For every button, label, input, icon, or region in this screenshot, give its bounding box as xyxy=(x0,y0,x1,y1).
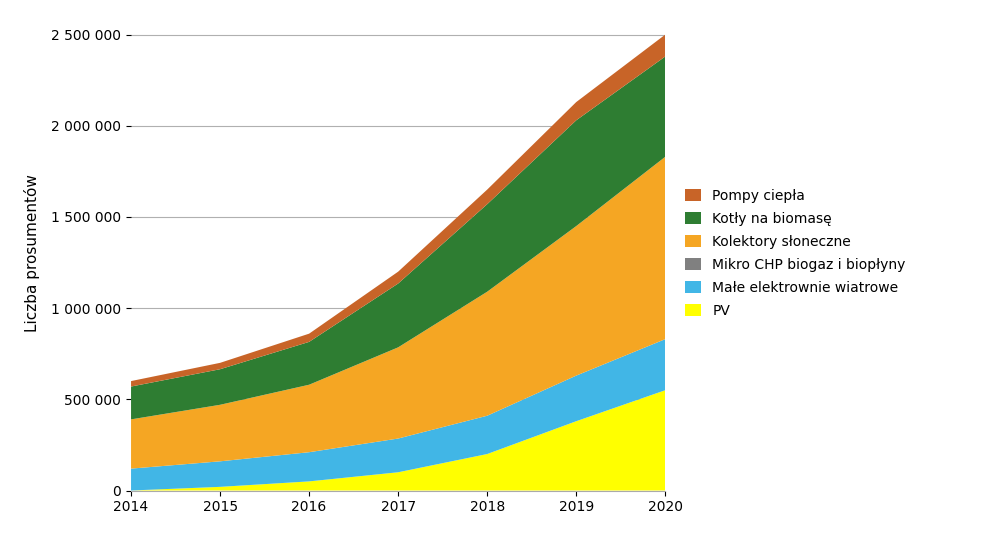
Y-axis label: Liczba prosumentów: Liczba prosumentów xyxy=(24,174,40,332)
Legend: Pompy ciepła, Kotły na biomasę, Kolektory słoneczne, Mikro CHP biogaz i biopłyny: Pompy ciepła, Kotły na biomasę, Kolektor… xyxy=(677,182,912,325)
